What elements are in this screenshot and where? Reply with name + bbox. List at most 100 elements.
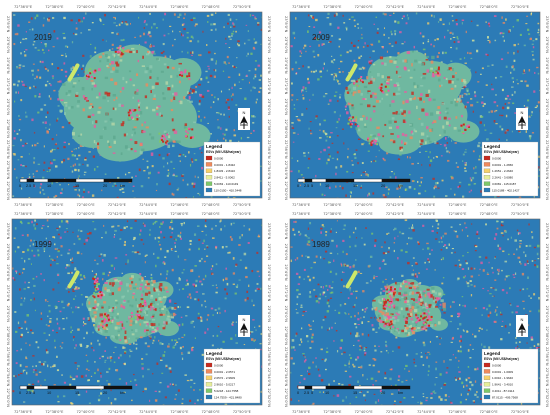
longitude-tick-label: 72°42'0"E [108, 410, 127, 414]
latitude-tick-label: 23°4'0"N [545, 264, 549, 281]
latitude-tick-label: 23°2'0"N [545, 285, 549, 302]
year-label: 1999 [34, 240, 52, 249]
longitude-tick-label: 72°50'0"E [511, 5, 530, 9]
longitude-tick-label: 72°46'0"E [170, 410, 189, 414]
latitude-tick-label: 22°56'0"N [267, 140, 271, 159]
longitude-tick-label: 72°40'0"E [355, 203, 374, 207]
legend-entry-label: 0.0001 - 2.0571 [214, 370, 235, 374]
longitude-tick-label: 72°40'0"E [77, 5, 96, 9]
map-panel-2009: 72°36'0"E 72°36'0"E 72°38'0"E 72°38'0"E 72°4… [278, 0, 550, 208]
legend-entry-label: 2.2641 - 3.6080 [492, 176, 513, 180]
legend-entry-label: 1.0010 - 1.9640 [492, 376, 513, 380]
latitude-tick-label: 23°0'0"N [267, 99, 271, 116]
legend-swatch [205, 382, 213, 387]
legend-swatch [483, 394, 491, 400]
scale-bar-label: 2.5 [26, 391, 31, 395]
legend-entry-label: 110.0150 - 410.3448 [214, 188, 242, 192]
legend-entry-label: 1.2651 - 2.2640 [492, 169, 513, 173]
legend-swatch [483, 187, 491, 193]
svg-text:N: N [243, 110, 246, 115]
latitude-tick-label: 23°8'0"N [545, 16, 549, 33]
latitude-tick-label: 22°58'0"N [267, 326, 271, 345]
longitude-tick-label: 72°40'0"E [355, 410, 374, 414]
longitude-tick-label: 72°40'0"E [77, 410, 96, 414]
longitude-tick-label: 72°36'0"E [14, 410, 33, 414]
longitude-tick-label: 72°40'0"E [355, 5, 374, 9]
longitude-tick-label: 72°42'0"E [108, 5, 127, 9]
legend-entry-label: 2.8411 - 5.0062 [214, 176, 235, 180]
longitude-tick-label: 72°38'0"E [45, 203, 64, 207]
longitude-tick-label: 72°36'0"E [14, 5, 33, 9]
latitude-tick-label: 22°54'0"N [267, 368, 271, 387]
longitude-tick-label: 72°44'0"E [417, 212, 436, 216]
longitude-tick-label: 72°50'0"E [233, 5, 252, 9]
latitude-tick-label: 23°0'0"N [284, 306, 288, 323]
map-canvas: 72°36'0"E 72°36'0"E 72°38'0"E 72°38'0"E 72°4… [6, 5, 271, 207]
latitude-tick-label: 23°4'0"N [267, 264, 271, 281]
longitude-tick-label: 72°50'0"E [233, 410, 252, 414]
latitude-tick-label: 22°58'0"N [284, 326, 288, 345]
scale-bar-label: 20 [103, 184, 107, 188]
longitude-tick-label: 72°50'0"E [511, 410, 530, 414]
latitude-tick-label: 23°2'0"N [6, 285, 10, 302]
longitude-tick-label: 72°38'0"E [323, 410, 342, 414]
legend-swatch [205, 394, 213, 400]
longitude-tick-label: 72°38'0"E [45, 5, 64, 9]
longitude-tick-label: 72°50'0"E [511, 212, 530, 216]
legend-swatch [483, 388, 491, 393]
legend-swatch [483, 369, 491, 374]
latitude-tick-label: 22°58'0"N [267, 119, 271, 138]
legend-swatch [205, 187, 213, 193]
legend-entry-label: 0.0000 [492, 156, 502, 160]
latitude-tick-label: 23°0'0"N [284, 99, 288, 116]
longitude-tick-label: 72°36'0"E [292, 203, 311, 207]
latitude-tick-label: 22°52'0"N [284, 181, 288, 200]
latitude-tick-label: 22°54'0"N [6, 161, 10, 180]
legend-swatch [205, 388, 213, 393]
longitude-tick-label: 72°46'0"E [170, 203, 189, 207]
latitude-tick-label: 22°56'0"N [284, 347, 288, 366]
latitude-tick-label: 23°6'0"N [545, 37, 549, 54]
longitude-tick-label: 72°42'0"E [386, 410, 405, 414]
latitude-tick-label: 23°0'0"N [545, 306, 549, 323]
legend-subtitle: ESVs (Mil US$/ha/year) [206, 150, 241, 154]
longitude-tick-label: 72°36'0"E [14, 203, 33, 207]
longitude-tick-label: 72°38'0"E [323, 203, 342, 207]
longitude-tick-label: 72°48'0"E [480, 203, 499, 207]
scale-bar-label: 10 [325, 184, 329, 188]
latitude-tick-label: 23°2'0"N [545, 78, 549, 95]
longitude-tick-label: 72°50'0"E [511, 203, 530, 207]
longitude-tick-label: 72°36'0"E [292, 410, 311, 414]
latitude-tick-label: 23°0'0"N [6, 99, 10, 116]
longitude-tick-label: 72°40'0"E [77, 212, 96, 216]
legend-subtitle: ESVs (Mil US$/ha/year) [484, 150, 519, 154]
longitude-tick-label: 72°44'0"E [139, 203, 158, 207]
latitude-tick-label: 22°56'0"N [267, 347, 271, 366]
legend-swatch [205, 155, 213, 161]
north-arrow-icon: N [516, 315, 528, 337]
latitude-tick-label: 23°4'0"N [6, 57, 10, 74]
longitude-tick-label: 72°38'0"E [45, 410, 64, 414]
longitude-tick-label: 72°46'0"E [448, 212, 467, 216]
legend-entry-label: 0.0000 [214, 156, 224, 160]
legend-entry-label: 1.9641 - 3.4010 [492, 383, 513, 387]
legend-swatch [483, 175, 491, 180]
legend-title: Legend [206, 144, 223, 149]
legend-entry-label: 0.0001 - 1.0009 [492, 370, 513, 374]
longitude-tick-label: 72°38'0"E [45, 212, 64, 216]
legend-swatch [205, 375, 213, 380]
scale-bar-label: 15 [75, 391, 79, 395]
latitude-tick-label: 23°4'0"N [267, 57, 271, 74]
legend-entry-label: 2.9610 - 5.0217 [214, 383, 235, 387]
scale-bar-unit: km [398, 184, 403, 188]
latitude-tick-label: 23°6'0"N [267, 37, 271, 54]
latitude-tick-label: 23°4'0"N [284, 57, 288, 74]
legend-entry-label: 124.7559 - 421.8480 [214, 395, 242, 399]
latitude-tick-label: 22°54'0"N [284, 368, 288, 387]
legend-entry-label: 3.4011 - 87.0114 [492, 389, 515, 393]
svg-text:N: N [243, 317, 246, 322]
longitude-tick-label: 72°48'0"E [480, 410, 499, 414]
